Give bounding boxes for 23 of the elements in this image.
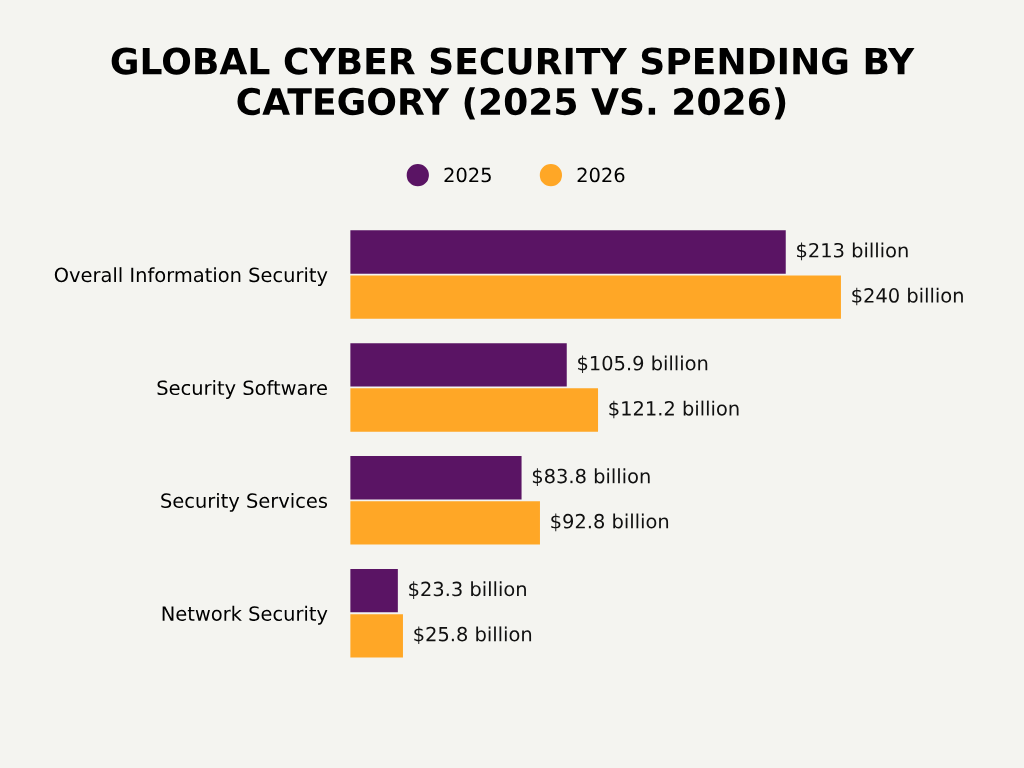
- y-tick-label: Overall Information Security: [54, 267, 328, 286]
- data-label: $92.8 billion: [551, 513, 669, 532]
- bar: [350, 614, 403, 658]
- bar: [350, 343, 567, 387]
- bar: [350, 230, 786, 274]
- data-label: $25.8 billion: [414, 626, 532, 645]
- bar: [350, 275, 841, 319]
- legend-label: 2025: [444, 167, 491, 183]
- bar: [350, 456, 522, 500]
- y-tick-label: Network Security: [162, 605, 328, 625]
- chart-title: GLOBAL CYBER SECURITY SPENDING BY CATEGORY (2025 VS. 2026): [111, 47, 915, 120]
- data-label: $240 billion: [852, 287, 963, 306]
- y-tick-label: Security Services: [161, 492, 328, 512]
- bar: [350, 501, 540, 545]
- bar: [350, 388, 599, 432]
- legend-label: 2026: [577, 167, 625, 183]
- data-label: $213 billion: [797, 242, 908, 261]
- data-label: $83.8 billion: [532, 468, 650, 486]
- data-label: $105.9 billion: [578, 355, 708, 374]
- y-tick-label: Security Software: [157, 380, 327, 399]
- data-label: $121.2 billion: [609, 400, 739, 419]
- data-label: $23.3 billion: [409, 581, 526, 599]
- bar: [350, 568, 398, 613]
